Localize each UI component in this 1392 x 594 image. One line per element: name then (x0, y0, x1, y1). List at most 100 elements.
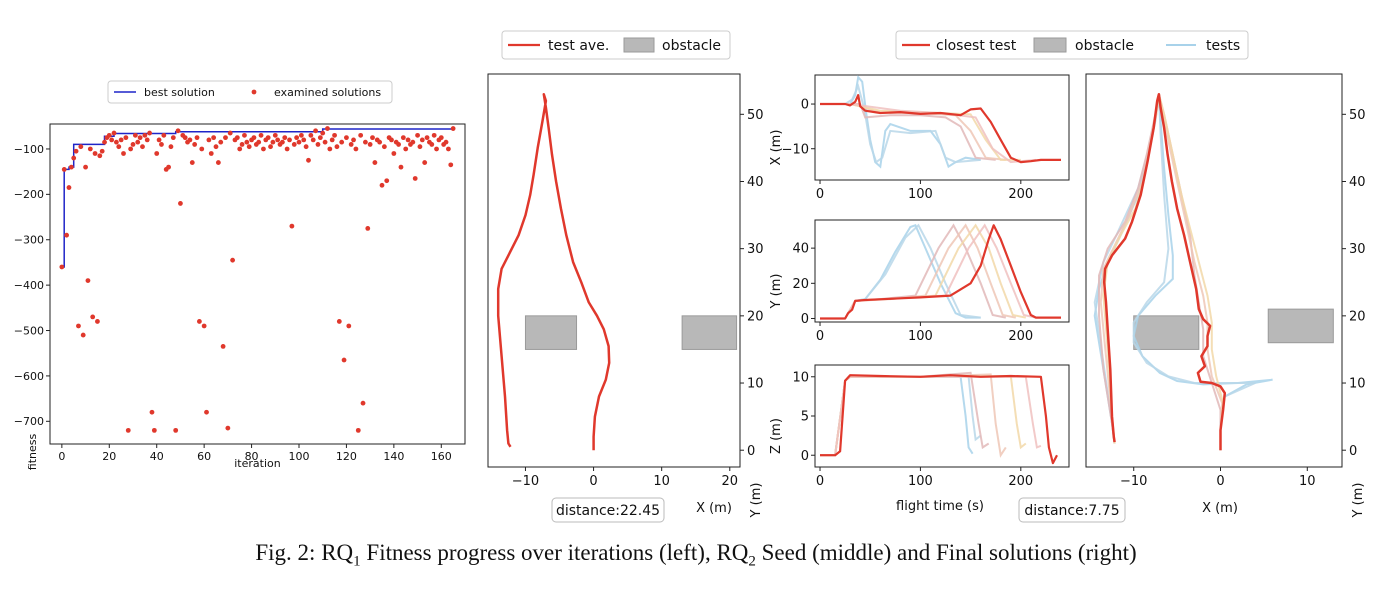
x-time-xtick-label: 100 (908, 187, 933, 202)
fitness-xlabel: iteration (234, 457, 280, 470)
examined-solution-point (348, 142, 354, 147)
seed-ylabel: Y (m) (749, 483, 764, 519)
examined-solution-point (85, 278, 91, 283)
obstacle-rect (1267, 308, 1334, 344)
examined-solution-point (360, 400, 366, 406)
examined-solution-point (431, 132, 437, 138)
examined-solution-point (234, 135, 240, 141)
examined-solution-point (137, 135, 143, 141)
examined-solution-point (322, 139, 328, 145)
examined-solution-point (95, 319, 100, 324)
examined-solution-point (244, 139, 250, 145)
final-legend-box (895, 30, 1249, 60)
examined-solution-point (308, 132, 314, 138)
examined-solution-point (315, 142, 321, 147)
legend-best-label: best solution (144, 86, 215, 99)
final-ytick-label: 20 (1349, 309, 1366, 324)
fitness-xtick-label: 40 (150, 450, 164, 463)
examined-solution-point (422, 160, 428, 165)
examined-solution-point (405, 137, 411, 143)
examined-solution-point (215, 160, 221, 165)
examined-solution-point (71, 155, 77, 161)
z-time-xlabel: flight time (s) (896, 499, 984, 514)
fitness-ytick-label: −400 (14, 279, 44, 292)
examined-solution-point (396, 142, 401, 147)
seed-ytick-label: 10 (747, 377, 764, 392)
examined-solution-point (450, 126, 456, 131)
examined-solution-point (446, 146, 451, 152)
closest-test-trace (820, 374, 1058, 465)
examined-solution-point (192, 142, 198, 147)
final-distance-text: distance:7.75 (1024, 503, 1119, 519)
z-time-xtick-label: 0 (816, 474, 824, 489)
examined-solution-point (301, 137, 307, 143)
test-trace (820, 375, 1042, 457)
fitness-ytick-label: −100 (14, 143, 44, 156)
examined-solution-point (389, 137, 394, 143)
examined-solution-point (208, 151, 214, 156)
examined-solution-point (239, 142, 245, 147)
seed-xtick-label: 10 (653, 474, 670, 489)
examined-solution-point (90, 314, 96, 320)
examined-solution-point (99, 148, 105, 154)
examined-solution-point (443, 139, 449, 145)
test-trace (820, 223, 1026, 320)
examined-solution-point (123, 135, 129, 141)
final-distance-box (1018, 497, 1126, 523)
examined-solution-point (182, 135, 188, 141)
final-ytick-label: 10 (1349, 377, 1366, 392)
examined-solution-point (317, 135, 323, 141)
examined-solution-point (353, 146, 359, 152)
examined-solution-point (381, 144, 387, 150)
examined-solution-point (256, 139, 262, 145)
examined-solution-point (135, 139, 141, 145)
seed-xtick-label: 20 (722, 474, 739, 489)
y-time-xtick-label: 0 (816, 329, 824, 344)
examined-solution-point (344, 135, 349, 141)
x-time-plot-frame (814, 74, 1070, 181)
final-ytick-label: 50 (1349, 108, 1366, 123)
y-time-ytick-label: 0 (801, 312, 809, 327)
examined-solution-point (199, 146, 205, 152)
caption-prefix: Fig. 2: RQ (255, 540, 354, 565)
legend-obstacle2-label: obstacle (1075, 38, 1134, 54)
examined-solution-point (384, 178, 390, 184)
examined-solution-point (132, 132, 138, 138)
z-time-xtick-label: 100 (908, 474, 933, 489)
examined-solution-point (377, 139, 383, 145)
examined-solution-point (64, 232, 69, 238)
final-ylabel: Y (m) (1351, 483, 1366, 519)
test-trace (820, 74, 981, 169)
seed-legend-box (501, 30, 731, 60)
y-time-plot-frame (814, 219, 1070, 323)
examined-solution-point (68, 164, 74, 170)
examined-solution-point (161, 132, 167, 138)
test-path (1093, 94, 1273, 451)
examined-solution-point (187, 137, 193, 143)
examined-solution-point (294, 135, 300, 141)
fitness-xtick-label: 20 (102, 450, 116, 463)
examined-solution-point (106, 132, 112, 138)
caption-sub-2: 2 (748, 553, 756, 570)
examined-solution-point (325, 126, 330, 131)
examined-solution-point (242, 132, 247, 138)
seed-xtick-label: −10 (512, 474, 539, 489)
final-xtick-label: 0 (1216, 474, 1224, 489)
examined-solution-point (142, 132, 148, 138)
y-time-xtick-label: 100 (908, 329, 933, 344)
examined-solution-point (291, 142, 297, 147)
examined-solution-point (125, 427, 131, 433)
examined-solution-point (102, 139, 107, 145)
examined-solution-point (118, 137, 124, 143)
examined-solution-point (246, 144, 252, 150)
y-time-ylabel: Y (m) (769, 274, 784, 310)
x-time-panel: 0 100 200 0 −10X (m) (769, 74, 1070, 202)
annotations: distance:22.45 distance:7.75 (551, 497, 1126, 523)
examined-solution-point (434, 146, 439, 152)
final-panel: −10 0 10 0 10 20 30 40 50 X (m) Y (m) (1085, 73, 1366, 519)
y-time-ytick-label: 20 (792, 277, 809, 292)
seed-ytick-label: 50 (747, 108, 764, 123)
fitness-panel: 0 20 40 60 80 100 120 140 160 −100 −200 −300 −400 −50… (14, 123, 466, 470)
examined-solution-point (175, 128, 181, 134)
